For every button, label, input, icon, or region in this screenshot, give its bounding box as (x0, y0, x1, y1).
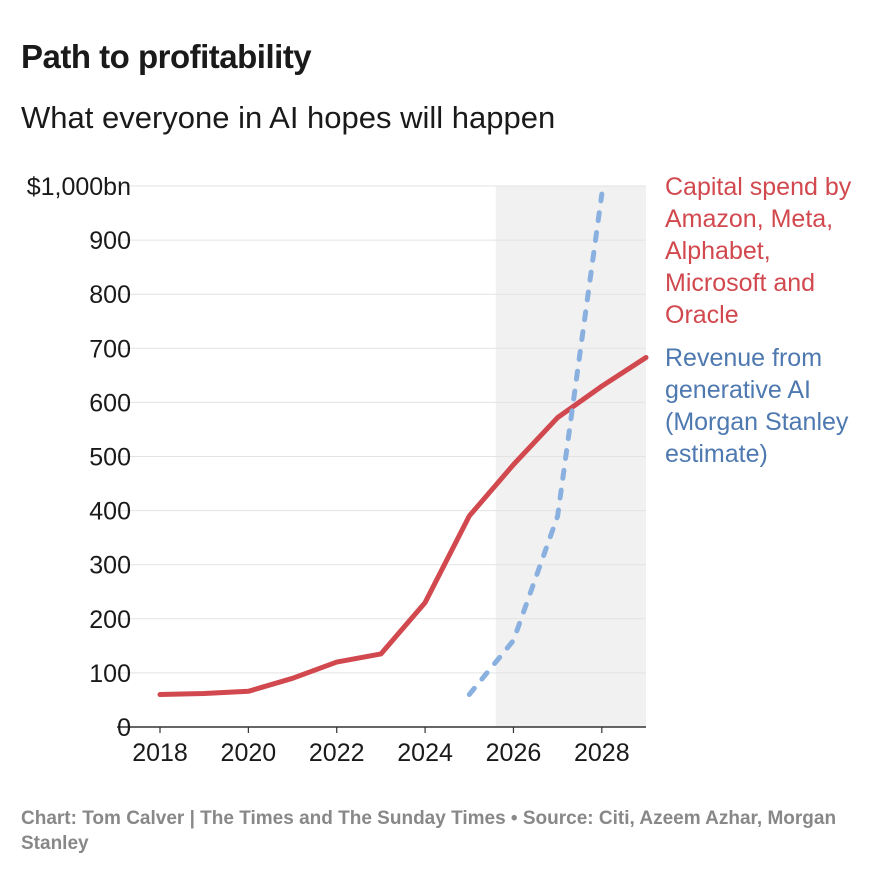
series-label-line: Oracle (665, 301, 739, 329)
x-tick-label: 2022 (309, 739, 365, 767)
chart-title: Path to profitability (21, 38, 312, 75)
y-tick-label: 800 (89, 281, 131, 309)
y-tick-label: 700 (89, 335, 131, 363)
series-label-line: Revenue from (665, 344, 822, 372)
chart-subtitle: What everyone in AI hopes will happen (21, 100, 556, 135)
y-tick-label: 0 (117, 714, 131, 742)
capital-spend-line (157, 354, 649, 698)
series-label-line: (Morgan Stanley (665, 408, 849, 436)
y-tick-label: 400 (89, 498, 131, 526)
genai-revenue-label: Revenue from generative AI (Morgan Stanley… (665, 344, 849, 468)
x-tick-label: 2020 (221, 739, 277, 767)
series-label-line: Microsoft and (665, 269, 815, 297)
x-tick-label: 2018 (132, 739, 188, 767)
y-tick-label: 500 (89, 444, 131, 472)
x-tick-label: 2026 (486, 739, 542, 767)
genai-revenue-line (466, 191, 605, 698)
series-label-line: Alphabet, (665, 237, 771, 265)
series-label-line: generative AI (665, 376, 811, 404)
y-tick-label: 200 (89, 606, 131, 634)
chart-footer-credits: Chart: Tom Calver | The Times and The Su… (21, 808, 837, 854)
y-tick-label: 900 (89, 227, 131, 255)
x-tick-label: 2024 (397, 739, 453, 767)
y-tick-label: 600 (89, 389, 131, 417)
y-tick-label: $1,000bn (27, 173, 131, 201)
line-chart: 0 100 200 300 400 500 600 700 800 900 $1,000bn 201… (27, 173, 852, 767)
x-tick-label: 2028 (574, 739, 630, 767)
y-tick-label: 100 (89, 660, 131, 688)
capital-spend-label: Capital spend by Amazon, Meta, Alphabet, Mi… (665, 173, 852, 329)
series-label-line: Amazon, Meta, (665, 205, 833, 233)
y-tick-label: 300 (89, 552, 131, 580)
series-label-line: estimate) (665, 440, 768, 468)
series-label-line: Capital spend by (665, 173, 852, 201)
